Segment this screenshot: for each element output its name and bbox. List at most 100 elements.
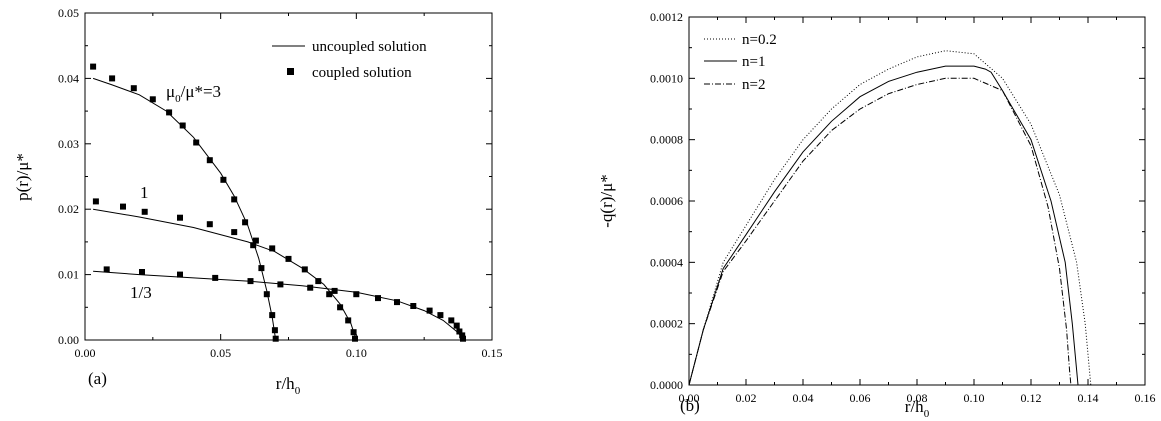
x-tick-label-b: 0.10 <box>964 391 985 405</box>
coupled-marker-1 <box>252 237 259 244</box>
x-tick-label-b: 0.06 <box>850 391 871 405</box>
coupled-marker-1 <box>352 335 358 342</box>
coupled-marker-1 <box>231 229 238 236</box>
annotation-ratio-1: 1 <box>140 183 149 202</box>
coupled-marker-0 <box>258 265 265 272</box>
x-tick-label-b: 0.02 <box>736 391 757 405</box>
y-tick-label-b: 0.0004 <box>650 255 683 269</box>
legend-label-n1: n=1 <box>742 54 765 70</box>
coupled-marker-0 <box>90 63 97 70</box>
coupled-marker-0 <box>220 176 227 183</box>
y-tick-label-a: 0.01 <box>58 268 79 282</box>
data-a <box>90 63 466 342</box>
series-line-n-0-2 <box>688 50 1092 386</box>
coupled-marker-0 <box>269 312 276 319</box>
x-tick-label-b: 0.00 <box>679 391 700 405</box>
y-tick-label-a: 0.00 <box>58 333 79 347</box>
coupled-marker-0 <box>271 327 278 334</box>
y-tick-label-a: 0.03 <box>58 137 79 151</box>
coupled-marker-1 <box>206 221 213 228</box>
legend-marker-swatch <box>287 68 294 75</box>
x-tick-label-a: 0.00 <box>75 346 96 360</box>
x-tick-label-a: 0.10 <box>346 346 367 360</box>
y-tick-label-b: 0.0002 <box>650 317 683 331</box>
x-tick-label-a: 0.15 <box>482 346 503 360</box>
coupled-marker-0 <box>272 335 279 342</box>
coupled-marker-2 <box>459 332 466 339</box>
x-axis-label-b: r/h0 <box>905 397 930 420</box>
coupled-marker-0 <box>130 85 137 92</box>
y-tick-label-b: 0.0006 <box>650 194 683 208</box>
coupled-marker-2 <box>453 322 460 329</box>
coupled-marker-2 <box>277 281 284 288</box>
legend-coupled-label: coupled solution <box>312 65 412 81</box>
coupled-marker-1 <box>285 255 292 262</box>
y-tick-label-b: 0.0012 <box>650 10 683 24</box>
coupled-marker-1 <box>120 203 126 210</box>
series-line-n-2 <box>688 77 1072 386</box>
coupled-marker-0 <box>263 291 270 298</box>
series-line-n-1 <box>688 65 1079 386</box>
x-axis-label-a-main: r/h <box>276 374 295 393</box>
coupled-marker-2 <box>307 284 314 291</box>
annotation-mu-ratio-3: μ0/μ*=3 <box>166 82 221 105</box>
coupled-marker-1 <box>350 329 357 336</box>
coupled-marker-1 <box>92 198 99 205</box>
coupled-marker-2 <box>177 271 183 278</box>
x-tick-label-b: 0.12 <box>1021 391 1042 405</box>
y-tick-label-a: 0.04 <box>58 71 79 85</box>
legend-b: n=0.2 n=1 n=2 <box>704 32 777 93</box>
coupled-marker-2 <box>103 266 110 273</box>
panel-label-a: (a) <box>88 369 107 388</box>
x-axis-label-b-main: r/h <box>905 397 924 416</box>
coupled-marker-2 <box>139 269 145 275</box>
coupled-marker-0 <box>193 139 200 146</box>
coupled-marker-0 <box>250 242 257 249</box>
annotation-ratio-1-3: 1/3 <box>130 283 152 302</box>
legend-label-n2: n=2 <box>742 77 765 93</box>
coupled-marker-2 <box>353 291 360 298</box>
coupled-marker-0 <box>231 196 238 203</box>
coupled-marker-0 <box>206 157 213 164</box>
panel-b: 0.00 0.02 0.04 0.06 0.08 0.10 0.12 0.14 0.16 0.00… <box>597 10 1156 420</box>
coupled-marker-0 <box>242 219 249 226</box>
panel-a: 0.00 0.05 0.10 0.15 0.00 0.01 0.02 0.03 0.04 0.05… <box>13 6 503 397</box>
y-tick-label-b: 0.0008 <box>650 133 683 147</box>
data-b <box>688 50 1092 386</box>
y-tick-label-a: 0.02 <box>58 202 79 216</box>
coupled-marker-2 <box>448 317 455 324</box>
x-tick-label-b: 0.16 <box>1135 391 1156 405</box>
x-axis-label-a: r/h0 <box>276 374 301 397</box>
coupled-marker-2 <box>331 287 338 294</box>
coupled-marker-0 <box>166 109 173 116</box>
coupled-marker-1 <box>177 214 183 221</box>
coupled-marker-2 <box>456 328 463 335</box>
coupled-marker-2 <box>437 312 444 319</box>
legend-a: uncoupled solution coupled solution <box>272 39 427 81</box>
axes-a: 0.00 0.05 0.10 0.15 0.00 0.01 0.02 0.03 0.04 0.05 <box>58 6 503 360</box>
coupled-marker-1 <box>141 208 148 215</box>
y-tick-label-a: 0.05 <box>58 6 79 20</box>
coupled-marker-2 <box>426 307 433 314</box>
x-tick-label-b: 0.14 <box>1078 391 1099 405</box>
legend-label-n0-2: n=0.2 <box>742 32 777 48</box>
coupled-marker-2 <box>212 274 219 281</box>
coupled-marker-0 <box>149 96 156 103</box>
y-axis-label-b: -q(r)/μ* <box>597 174 616 227</box>
y-axis-label-a: p(r)/μ* <box>13 153 32 201</box>
x-tick-label-b: 0.08 <box>907 391 928 405</box>
x-axis-label-b-sub: 0 <box>924 408 930 420</box>
y-tick-label-b: 0.0000 <box>650 378 683 392</box>
axes-b: 0.00 0.02 0.04 0.06 0.08 0.10 0.12 0.14 0.16 0.00… <box>650 10 1156 405</box>
x-tick-label-b: 0.04 <box>793 391 814 405</box>
coupled-marker-0 <box>179 122 186 129</box>
coupled-marker-2 <box>410 303 417 309</box>
coupled-marker-1 <box>326 291 333 298</box>
coupled-marker-1 <box>301 266 308 273</box>
legend-uncoupled-label: uncoupled solution <box>312 39 427 55</box>
x-axis-label-a-sub: 0 <box>295 385 301 397</box>
coupled-marker-2 <box>247 278 254 285</box>
y-tick-label-b: 0.0010 <box>650 71 683 85</box>
panel-label-b: (b) <box>680 396 700 415</box>
